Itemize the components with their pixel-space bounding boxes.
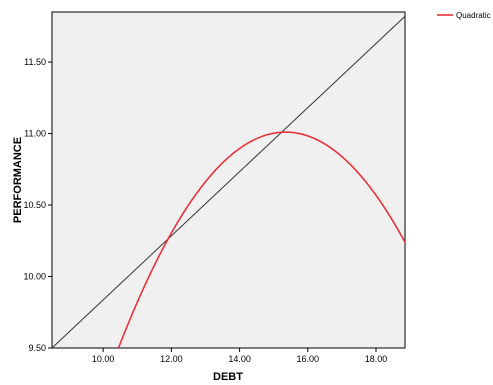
x-axis-title: DEBT bbox=[213, 371, 243, 383]
x-tick-label: 16.00 bbox=[297, 354, 320, 364]
legend-label-quadratic: Quadratic bbox=[456, 11, 491, 20]
reference-line bbox=[51, 15, 406, 349]
y-tick-label: 10.00 bbox=[23, 272, 46, 282]
x-tick-label: 14.00 bbox=[228, 354, 251, 364]
y-tick-label: 10.50 bbox=[23, 200, 46, 210]
legend: Quadratic bbox=[437, 11, 491, 20]
x-axis-ticks: 10.00 12.00 14.00 16.00 18.00 bbox=[92, 348, 387, 364]
plot-area bbox=[51, 11, 406, 349]
y-tick-label: 11.50 bbox=[24, 57, 46, 67]
x-tick-label: 12.00 bbox=[160, 354, 183, 364]
y-axis-ticks: 9.50 10.00 10.50 11.00 11.50 bbox=[23, 57, 52, 353]
y-tick-label: 9.50 bbox=[28, 343, 46, 353]
x-tick-label: 10.00 bbox=[92, 354, 115, 364]
y-tick-label: 11.00 bbox=[24, 129, 46, 139]
quadratic-fit-line bbox=[117, 131, 406, 349]
y-axis-title: PERFORMANCE bbox=[12, 137, 24, 223]
x-tick-label: 18.00 bbox=[365, 354, 388, 364]
